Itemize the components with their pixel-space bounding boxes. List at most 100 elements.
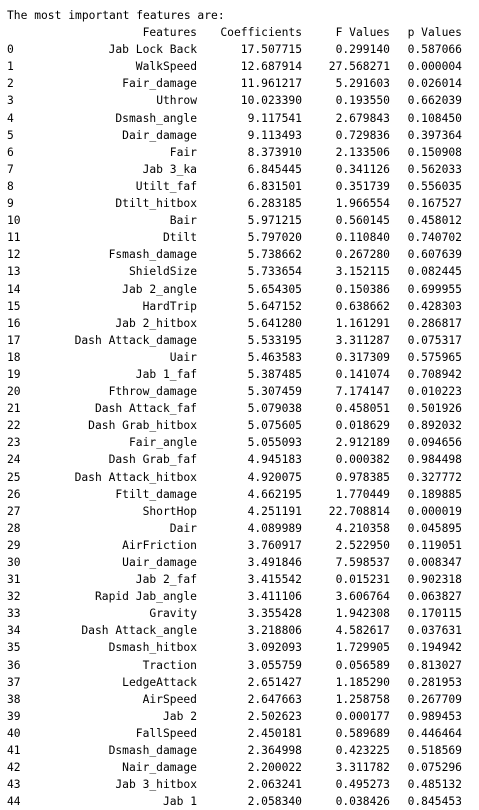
feature-name: Dair_damage <box>122 128 197 142</box>
feature-name: Dtilt_hitbox <box>115 197 197 211</box>
coefficient-value: 3.411106 <box>247 590 302 604</box>
row-index: 2 <box>7 77 14 91</box>
p-value: 0.813027 <box>407 658 462 672</box>
table-row: 25 Dash Attack_hitbox 4.920075 0.978385 0.32… <box>7 469 462 486</box>
table-row: 37 LedgeAttack 2.651427 1.185290 0.281953 <box>7 674 462 691</box>
feature-name: Jab 2_faf <box>135 573 197 587</box>
p-value: 0.167527 <box>407 197 462 211</box>
coefficient-value: 6.845445 <box>247 162 302 176</box>
f-value: 0.589689 <box>335 726 390 740</box>
feature-name: Jab 3_ka <box>142 162 197 176</box>
table-row: 9 Dtilt_hitbox 6.283185 1.966554 0.167527 <box>7 195 462 212</box>
row-index: 9 <box>7 197 14 211</box>
coefficient-value: 12.687914 <box>240 60 302 74</box>
coefficient-value: 2.063241 <box>247 778 302 792</box>
table-row: 32 Rapid Jab_angle 3.411106 3.606764 0.06382… <box>7 588 462 605</box>
table-row: 30 Uair_damage 3.491846 7.598537 0.008347 <box>7 554 462 571</box>
coefficient-value: 10.023390 <box>240 94 302 108</box>
table-row: 12 Fsmash_damage 5.738662 0.267280 0.607639 <box>7 246 462 263</box>
coefficient-value: 3.760917 <box>247 538 302 552</box>
f-value: 2.522950 <box>335 538 390 552</box>
table-body: 0 Jab Lock Back 17.507715 0.299140 0.587066 1… <box>7 41 462 810</box>
coefficient-value: 11.961217 <box>240 77 302 91</box>
column-header-coefficients: Coefficients <box>220 26 302 40</box>
table-row: 17 Dash Attack_damage 5.533195 3.311287 0.07… <box>7 332 462 349</box>
p-value: 0.150908 <box>407 145 462 159</box>
coefficient-value: 2.502623 <box>247 709 302 723</box>
feature-name: Fair_damage <box>122 77 197 91</box>
feature-name: Dsmash_hitbox <box>108 641 197 655</box>
p-value: 0.008347 <box>407 556 462 569</box>
f-value: 1.258758 <box>335 692 390 706</box>
column-header-p-values: p Values <box>407 26 462 40</box>
table-row: 13 ShieldSize 5.733654 3.152115 0.082445 <box>7 263 462 280</box>
table-row: 27 ShortHop 4.251191 22.708814 0.000019 <box>7 503 462 520</box>
feature-name: Uair_damage <box>122 556 197 569</box>
f-value: 0.193550 <box>335 94 390 108</box>
p-value: 0.446464 <box>407 726 462 740</box>
feature-name: FallSpeed <box>135 726 197 740</box>
feature-name: ShortHop <box>142 504 197 518</box>
feature-name: Jab 1 <box>162 795 197 809</box>
p-value: 0.094656 <box>407 436 462 450</box>
row-index: 18 <box>7 350 21 364</box>
table-row: 2 Fair_damage 11.961217 5.291603 0.026014 <box>7 75 462 92</box>
coefficient-value: 2.058340 <box>247 795 302 809</box>
column-header-f-values: F Values <box>335 26 390 40</box>
feature-name: Dtilt <box>162 231 197 245</box>
table-row: 21 Dash Attack_faf 5.079038 0.458051 0.50192… <box>7 400 462 417</box>
p-value: 0.575965 <box>407 350 462 364</box>
f-value: 0.638662 <box>335 299 390 313</box>
p-value: 0.037631 <box>407 624 462 638</box>
f-value: 4.210358 <box>335 521 390 535</box>
row-index: 37 <box>7 675 21 689</box>
f-value: 7.174147 <box>335 385 390 399</box>
table-row: 42 Nair_damage 2.200022 3.311782 0.075296 <box>7 759 462 776</box>
p-value: 0.845453 <box>407 795 462 809</box>
feature-name: Dash Attack_damage <box>74 333 197 347</box>
table-row: 7 Jab 3_ka 6.845445 0.341126 0.562033 <box>7 161 462 178</box>
feature-name: WalkSpeed <box>135 60 197 74</box>
f-value: 0.351739 <box>335 179 390 193</box>
row-index: 30 <box>7 556 21 569</box>
coefficient-value: 5.738662 <box>247 248 302 262</box>
row-index: 10 <box>7 214 21 228</box>
coefficient-value: 5.075605 <box>247 419 302 433</box>
coefficient-value: 3.055759 <box>247 658 302 672</box>
table-row: 35 Dsmash_hitbox 3.092093 1.729905 0.194942 <box>7 639 462 656</box>
feature-name: AirSpeed <box>142 692 197 706</box>
table-row: 1 WalkSpeed 12.687914 27.568271 0.000004 <box>7 58 462 75</box>
console-output: The most important features are: Features… <box>7 7 462 810</box>
p-value: 0.267709 <box>407 692 462 706</box>
table-row: 16 Jab 2_hitbox 5.641280 1.161291 0.286817 <box>7 315 462 332</box>
p-value: 0.607639 <box>407 248 462 262</box>
row-index: 13 <box>7 265 21 279</box>
row-index: 15 <box>7 299 21 313</box>
table-row: 29 AirFriction 3.760917 2.522950 0.119051 <box>7 537 462 554</box>
row-index: 27 <box>7 504 21 518</box>
row-index: 12 <box>7 248 21 262</box>
table-row: 15 HardTrip 5.647152 0.638662 0.428303 <box>7 298 462 315</box>
f-value: 27.568271 <box>328 60 390 74</box>
table-row: 14 Jab 2_angle 5.654305 0.150386 0.699955 <box>7 281 462 298</box>
p-value: 0.428303 <box>407 299 462 313</box>
feature-name: Dsmash_angle <box>115 111 197 125</box>
row-index: 0 <box>7 43 14 57</box>
feature-name: Nair_damage <box>122 761 197 775</box>
feature-name: Fair_angle <box>128 436 197 450</box>
feature-name: Bair <box>169 214 197 228</box>
coefficient-value: 8.373910 <box>247 145 302 159</box>
p-value: 0.281953 <box>407 675 462 689</box>
row-index: 25 <box>7 470 21 484</box>
f-value: 0.018629 <box>335 419 390 433</box>
p-value: 0.108450 <box>407 111 462 125</box>
f-value: 0.495273 <box>335 778 390 792</box>
row-index: 33 <box>7 607 21 621</box>
f-value: 0.560145 <box>335 214 390 228</box>
table-row: 34 Dash Attack_angle 3.218806 4.582617 0.037… <box>7 622 462 639</box>
coefficient-value: 3.092093 <box>247 641 302 655</box>
feature-name: Dash Attack_faf <box>94 402 197 416</box>
coefficient-value: 5.079038 <box>247 402 302 416</box>
row-index: 32 <box>7 590 21 604</box>
feature-name: Rapid Jab_angle <box>94 590 197 604</box>
